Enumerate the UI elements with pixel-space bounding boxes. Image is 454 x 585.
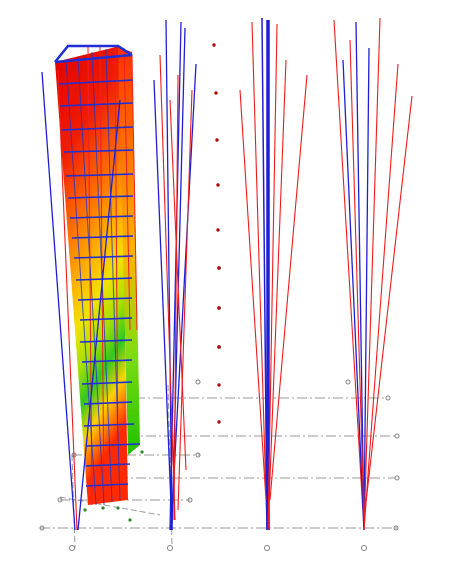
column-member[interactable] [267, 59, 287, 531]
column-member[interactable] [153, 79, 173, 531]
roof-outline [54, 44, 133, 64]
node-marker[interactable] [217, 266, 221, 270]
column-member[interactable] [239, 89, 267, 501]
column-member[interactable] [169, 99, 187, 471]
node-markers [212, 43, 221, 424]
grid-line-7 [59, 496, 161, 516]
column-member[interactable] [363, 47, 370, 531]
node-marker[interactable] [212, 43, 216, 47]
node-marker[interactable] [217, 306, 221, 310]
column-member[interactable] [169, 21, 182, 531]
column-member[interactable] [363, 17, 381, 531]
support-node-icon[interactable] [385, 395, 391, 401]
support-node-icon[interactable] [167, 545, 173, 551]
support-node-icon[interactable] [393, 525, 399, 531]
support-node-icon[interactable] [361, 545, 367, 551]
column-member[interactable] [267, 23, 278, 531]
column-member[interactable] [173, 74, 179, 521]
column-member[interactable] [165, 19, 173, 531]
column-member[interactable] [363, 63, 399, 531]
node-marker[interactable] [217, 345, 221, 349]
contour-wall[interactable] [54, 44, 141, 506]
support-node-icon[interactable] [195, 452, 201, 458]
column-member[interactable] [77, 99, 121, 531]
node-marker[interactable] [216, 228, 220, 232]
column-member[interactable] [41, 71, 76, 531]
column-member[interactable] [261, 17, 268, 531]
node-marker[interactable] [217, 383, 221, 387]
column-member[interactable] [363, 95, 413, 521]
vertical-member-lines [65, 48, 121, 506]
column-member[interactable] [177, 89, 193, 511]
column-group-1[interactable] [41, 69, 121, 531]
wall-base-markers [83, 450, 144, 522]
column-member[interactable] [159, 54, 176, 521]
column-member[interactable] [251, 21, 268, 531]
column-member[interactable] [349, 39, 365, 521]
column-group-3[interactable] [239, 17, 308, 531]
support-node-icon[interactable] [69, 545, 75, 551]
support-node-icon[interactable] [394, 433, 400, 439]
column-member[interactable] [342, 59, 365, 531]
column-group-4[interactable] [333, 17, 413, 531]
node-marker[interactable] [215, 138, 219, 142]
support-node-icon[interactable] [394, 475, 400, 481]
column-member[interactable] [333, 19, 365, 531]
wall-contour-side[interactable] [118, 47, 140, 455]
column-member[interactable] [269, 74, 308, 501]
support-node-icon[interactable] [39, 525, 45, 531]
node-marker[interactable] [217, 420, 221, 424]
node-marker[interactable] [214, 91, 218, 95]
column-group-2[interactable] [153, 19, 197, 531]
support-node-icon[interactable] [345, 379, 351, 385]
column-member[interactable] [57, 69, 78, 531]
column-member[interactable] [355, 21, 365, 531]
support-markers [39, 379, 400, 551]
column-member[interactable] [170, 63, 197, 531]
support-node-icon[interactable] [57, 497, 63, 503]
node-marker[interactable] [216, 183, 220, 187]
support-node-icon[interactable] [187, 497, 193, 503]
support-node-icon[interactable] [264, 545, 270, 551]
support-node-icon[interactable] [195, 379, 201, 385]
